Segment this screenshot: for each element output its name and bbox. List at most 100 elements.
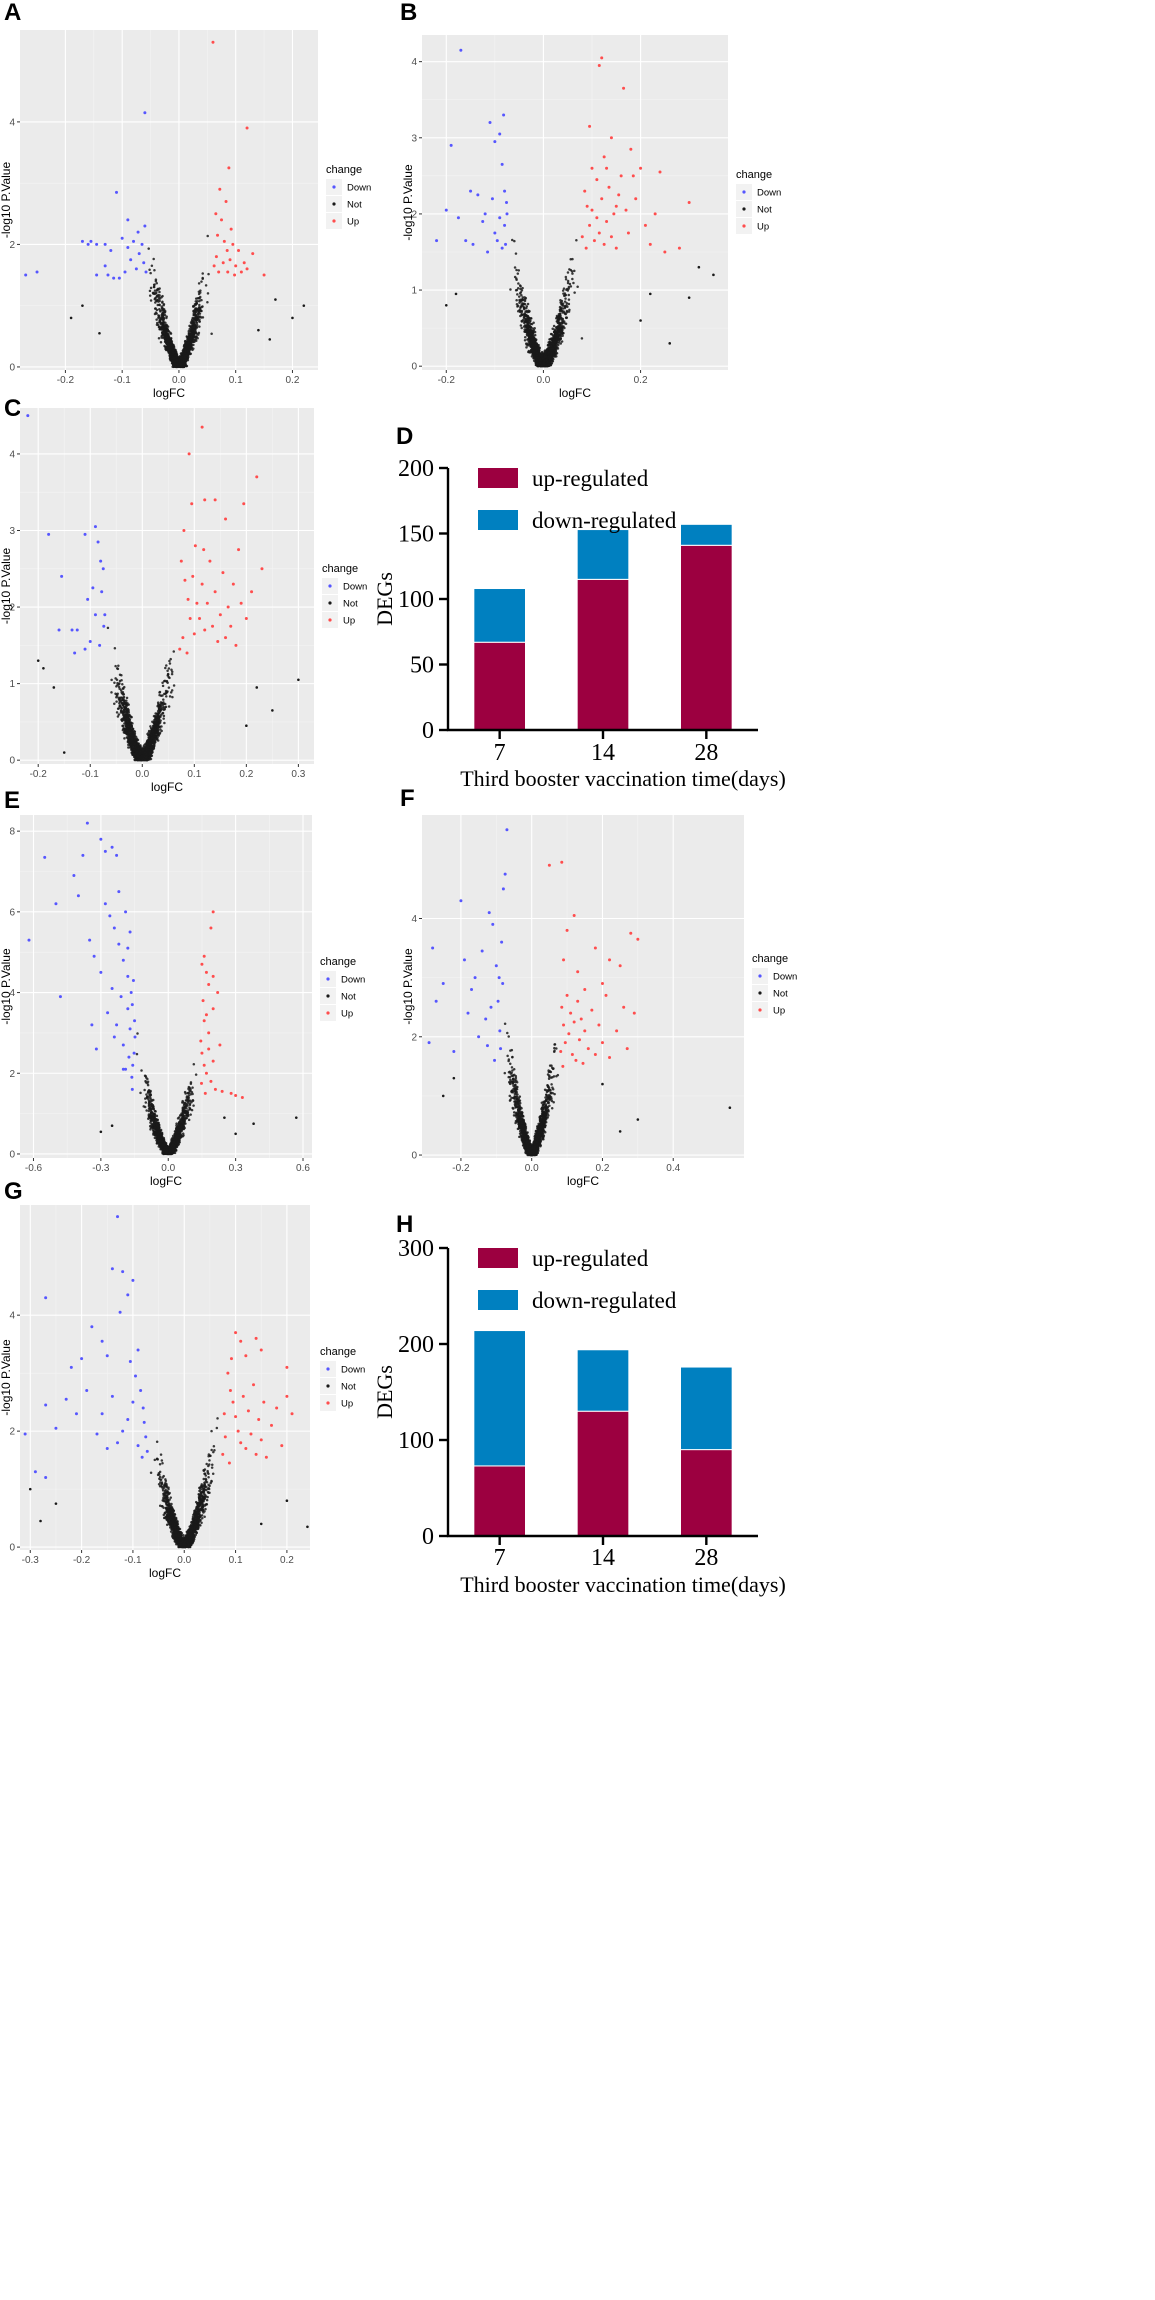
- point-not: [571, 277, 574, 281]
- point-up: [595, 178, 599, 182]
- point-up: [600, 56, 604, 60]
- point-not: [175, 353, 178, 356]
- x-tick-label: 0.3: [291, 769, 305, 780]
- point-not: [528, 320, 532, 323]
- point-not: [195, 319, 198, 322]
- point-up: [584, 246, 588, 250]
- point-not: [528, 334, 532, 337]
- point-not: [117, 698, 121, 701]
- point-not: [148, 289, 152, 293]
- point-down: [498, 216, 502, 220]
- point-up: [224, 200, 228, 204]
- point-not: [118, 700, 122, 704]
- point-not: [161, 333, 164, 337]
- point-not: [165, 664, 168, 667]
- legend-key-dot: [332, 202, 336, 206]
- point-down: [106, 273, 110, 277]
- point-not: [157, 325, 161, 328]
- point-not: [527, 316, 531, 319]
- point-not: [148, 294, 152, 297]
- point-not: [197, 290, 201, 294]
- point-not: [564, 322, 568, 326]
- legend-entry-down: Down: [757, 188, 781, 199]
- point-not: [117, 664, 120, 667]
- point-down: [24, 273, 28, 277]
- point-not: [557, 318, 561, 321]
- point-up: [221, 261, 225, 265]
- point-not: [521, 303, 525, 306]
- point-not: [548, 338, 551, 341]
- y-tick-label: 4: [9, 117, 15, 128]
- point-down: [114, 190, 118, 194]
- point-not: [161, 314, 164, 318]
- point-not: [551, 359, 555, 363]
- point-not: [564, 275, 568, 279]
- point-down: [112, 276, 116, 280]
- point-up: [588, 124, 592, 128]
- point-not: [697, 265, 701, 269]
- point-not: [559, 315, 562, 319]
- point-not: [193, 339, 197, 342]
- point-not: [565, 316, 569, 319]
- point-down: [103, 264, 107, 268]
- point-up: [634, 197, 638, 201]
- point-not: [206, 292, 210, 295]
- x-axis-title: logFC: [153, 386, 185, 400]
- point-not: [154, 301, 157, 304]
- point-not: [200, 309, 203, 313]
- point-not: [537, 364, 540, 368]
- point-not: [114, 677, 117, 680]
- point-not: [526, 323, 529, 326]
- point-not: [165, 335, 168, 339]
- point-not: [523, 335, 527, 339]
- point-not: [556, 321, 560, 325]
- point-not: [515, 278, 518, 281]
- legend-key-dot: [742, 207, 746, 211]
- point-not: [196, 312, 200, 316]
- point-not: [553, 329, 557, 333]
- panel-label-a: A: [4, 0, 21, 26]
- point-not: [194, 297, 198, 300]
- point-not: [114, 664, 117, 668]
- point-not: [155, 281, 158, 285]
- point-up: [631, 174, 635, 178]
- point-not: [194, 316, 198, 320]
- point-not: [190, 345, 193, 348]
- point-down: [95, 242, 99, 246]
- point-not: [187, 331, 191, 335]
- point-not: [510, 238, 514, 242]
- point-not: [183, 356, 186, 359]
- x-tick-label: 0.2: [286, 375, 300, 386]
- point-up: [588, 223, 592, 227]
- point-not: [195, 314, 198, 318]
- point-not: [540, 350, 544, 354]
- point-not: [556, 335, 559, 339]
- point-not: [529, 340, 533, 344]
- point-up: [583, 189, 587, 193]
- point-not: [188, 348, 191, 352]
- point-up: [228, 258, 232, 262]
- point-not: [518, 308, 521, 312]
- point-not: [554, 349, 558, 353]
- point-not: [520, 294, 523, 297]
- point-not: [149, 286, 153, 290]
- point-not: [538, 361, 542, 365]
- point-not: [195, 325, 199, 329]
- point-up: [580, 235, 584, 239]
- point-not: [154, 712, 157, 715]
- point-up: [609, 235, 613, 239]
- x-tick-label: 0.2: [634, 375, 648, 386]
- point-not: [558, 305, 562, 309]
- point-down: [449, 143, 453, 147]
- point-not: [537, 350, 541, 353]
- point-not: [206, 234, 209, 238]
- point-not: [535, 351, 539, 355]
- point-not: [172, 650, 176, 653]
- point-not: [167, 686, 171, 689]
- point-not: [565, 287, 569, 291]
- y-axis-title: -log10 P.Value: [0, 162, 13, 239]
- point-not: [157, 314, 160, 317]
- point-up: [595, 216, 599, 220]
- point-not: [516, 293, 519, 296]
- point-not: [545, 349, 549, 352]
